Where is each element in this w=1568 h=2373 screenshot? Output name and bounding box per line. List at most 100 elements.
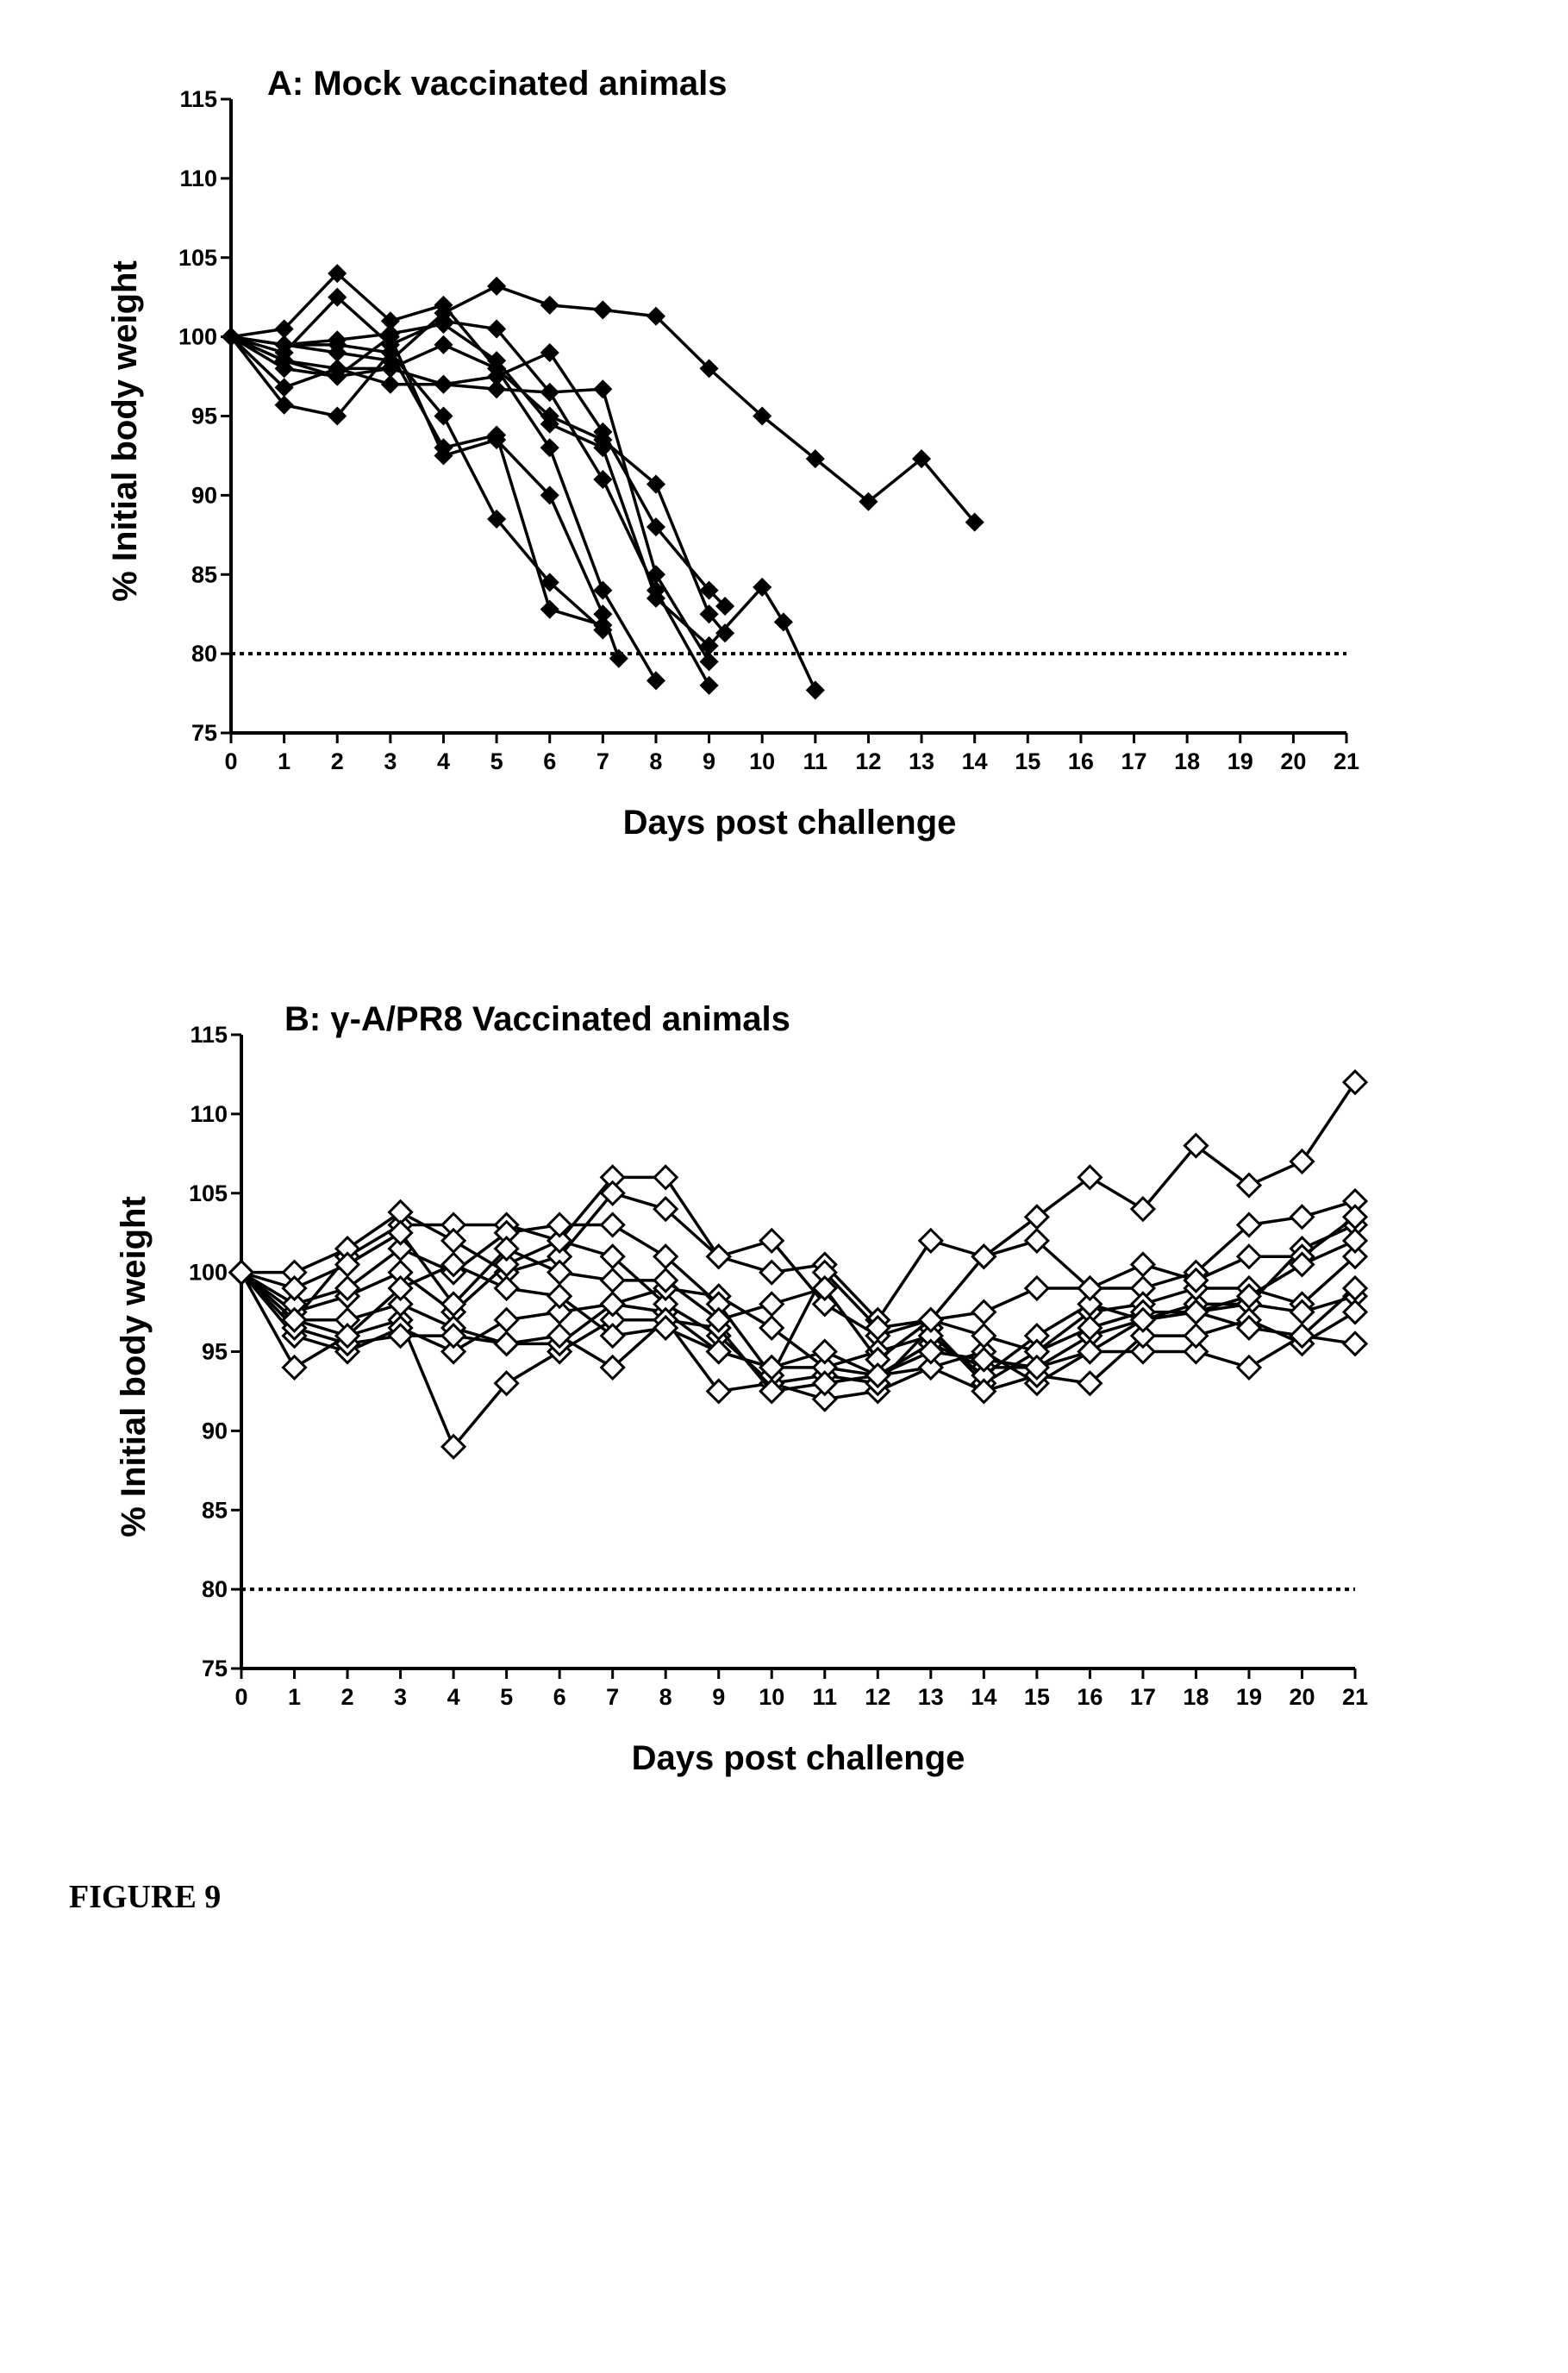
data-point	[1344, 1071, 1366, 1093]
data-point	[541, 344, 559, 361]
y-tick-label: 85	[202, 1497, 228, 1523]
x-tick-label: 3	[384, 748, 397, 774]
x-tick-label: 6	[543, 748, 556, 774]
chart-a-mock-vaccinated: A: Mock vaccinated animals Days post cha…	[0, 34, 1568, 931]
data-point	[541, 601, 559, 618]
data-point	[1344, 1230, 1366, 1252]
x-tick-label: 15	[1015, 748, 1040, 774]
x-tick-label: 2	[331, 748, 344, 774]
data-point	[1290, 1150, 1313, 1173]
x-tick-label: 0	[224, 748, 237, 774]
data-point	[594, 301, 611, 318]
data-point	[594, 582, 611, 599]
x-tick-label: 16	[1068, 748, 1094, 774]
data-point	[1238, 1174, 1260, 1197]
data-point	[548, 1262, 571, 1284]
x-tick-label: 19	[1228, 748, 1253, 774]
x-tick-label: 7	[606, 1684, 619, 1710]
x-tick-label: 0	[234, 1684, 247, 1710]
series-line	[231, 337, 725, 606]
x-tick-label: 15	[1024, 1684, 1050, 1710]
y-tick-label: 75	[202, 1656, 228, 1681]
data-point	[594, 380, 611, 398]
x-tick-label: 20	[1289, 1684, 1315, 1710]
data-point	[602, 1214, 624, 1237]
data-point	[382, 376, 399, 393]
data-point	[1026, 1277, 1048, 1299]
y-tick-label: 90	[191, 482, 217, 508]
data-point	[1344, 1301, 1366, 1324]
data-point	[594, 471, 611, 488]
x-tick-label: 7	[597, 748, 609, 774]
x-tick-label: 21	[1342, 1684, 1368, 1710]
data-point	[1078, 1341, 1101, 1363]
data-point	[1238, 1356, 1260, 1379]
x-tick-label: 5	[490, 748, 503, 774]
y-axis-label: % Initial body weight	[115, 1196, 153, 1537]
data-point	[488, 380, 505, 398]
data-point	[775, 613, 792, 630]
x-tick-label: 3	[394, 1684, 407, 1710]
x-tick-label: 6	[553, 1684, 566, 1710]
data-point	[496, 1277, 518, 1299]
x-tick-label: 13	[909, 748, 934, 774]
y-tick-label: 90	[202, 1418, 228, 1443]
x-tick-label: 19	[1236, 1684, 1262, 1710]
x-axis-label: Days post challenge	[632, 1739, 965, 1777]
data-point	[284, 1277, 306, 1299]
data-point	[1290, 1205, 1313, 1228]
data-point	[496, 1309, 518, 1331]
data-point	[920, 1230, 942, 1252]
chart-b-vaccinated: B: γ-A/PR8 Vaccinated animals Days post …	[0, 970, 1568, 1867]
data-point	[442, 1230, 465, 1252]
data-point	[760, 1293, 783, 1315]
x-tick-label: 21	[1334, 748, 1359, 774]
x-tick-label: 18	[1174, 748, 1200, 774]
y-tick-label: 80	[191, 641, 217, 667]
y-tick-label: 75	[191, 720, 217, 746]
data-point	[701, 677, 718, 694]
x-tick-label: 12	[855, 748, 881, 774]
data-point	[1026, 1205, 1048, 1228]
figure-label: FIGURE 9	[69, 1878, 221, 1916]
x-tick-label: 14	[971, 1684, 996, 1710]
x-tick-label: 20	[1280, 748, 1306, 774]
y-tick-label: 85	[191, 561, 217, 587]
data-point	[807, 681, 824, 698]
x-tick-label: 9	[712, 1684, 725, 1710]
data-point	[760, 1317, 783, 1339]
x-tick-label: 14	[962, 748, 988, 774]
x-tick-label: 17	[1121, 748, 1147, 774]
data-point	[488, 278, 505, 295]
x-tick-label: 1	[288, 1684, 301, 1710]
x-tick-label: 16	[1077, 1684, 1103, 1710]
x-tick-label: 10	[749, 748, 775, 774]
y-tick-label: 95	[191, 404, 217, 429]
x-tick-label: 10	[759, 1684, 784, 1710]
y-tick-label: 105	[178, 245, 217, 271]
data-point	[701, 653, 718, 670]
x-tick-label: 17	[1130, 1684, 1156, 1710]
data-point	[602, 1269, 624, 1292]
x-tick-label: 8	[649, 748, 662, 774]
data-point	[972, 1301, 995, 1324]
y-tick-label: 115	[179, 86, 217, 112]
y-axis-label: % Initial body weight	[106, 260, 144, 602]
y-tick-label: 95	[202, 1339, 228, 1365]
x-tick-label: 9	[703, 748, 715, 774]
series-line	[231, 337, 709, 662]
y-tick-label: 100	[178, 324, 217, 350]
x-tick-label: 12	[865, 1684, 890, 1710]
y-tick-label: 110	[190, 1101, 228, 1127]
x-tick-label: 11	[803, 748, 828, 774]
x-tick-label: 8	[659, 1684, 672, 1710]
x-tick-label: 18	[1183, 1684, 1209, 1710]
x-tick-label: 4	[437, 748, 450, 774]
chart-title: A: Mock vaccinated animals	[267, 65, 728, 103]
x-tick-label: 1	[278, 748, 290, 774]
data-point	[814, 1341, 836, 1363]
data-point	[434, 376, 452, 393]
y-tick-label: 115	[190, 1022, 228, 1048]
y-tick-label: 80	[202, 1576, 228, 1602]
x-axis-label: Days post challenge	[623, 804, 957, 842]
